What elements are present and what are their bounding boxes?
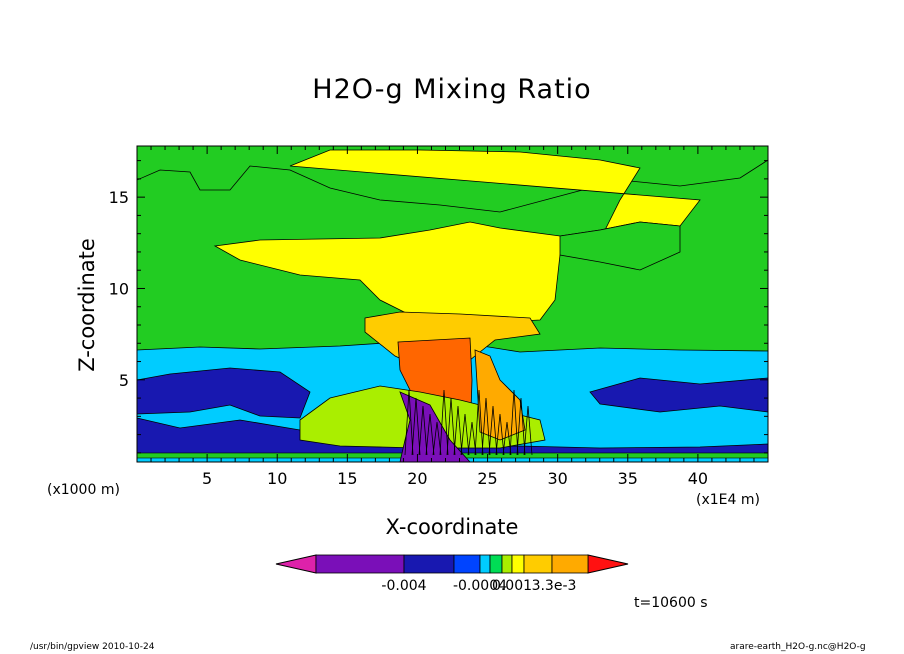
contour-line xyxy=(481,397,491,456)
colorbar-tick-label: -0.0004 xyxy=(453,578,507,594)
x-tick-label: 10 xyxy=(267,469,287,488)
contour-line xyxy=(474,389,484,456)
colorbar-segment xyxy=(501,554,513,574)
x-tick-label: 30 xyxy=(547,469,567,488)
colorbar-segment xyxy=(489,554,503,574)
x-axis-unit-label: (x1000 m) xyxy=(47,482,120,498)
contour-line xyxy=(467,421,477,456)
contour-line xyxy=(495,413,505,456)
colorbar-high-arrow xyxy=(587,554,629,574)
y-tick-label: 10 xyxy=(109,279,129,298)
contour-line xyxy=(439,389,449,456)
colorbar-tick-label: -0.004 xyxy=(381,578,426,594)
y-tick-label: 5 xyxy=(119,371,129,390)
colorbar-low-arrow xyxy=(275,554,317,574)
contour-band-navy-left xyxy=(137,367,311,419)
colorbar-tick-label: 0.001 xyxy=(492,578,532,594)
colorbar-segment xyxy=(511,554,525,574)
contour-line xyxy=(516,397,526,456)
colorbar-segment xyxy=(523,554,553,574)
contour-line xyxy=(488,405,498,456)
y-axis: 5 10 15 xyxy=(109,160,768,454)
x-axis-unit-label-secondary: (x1E4 m) xyxy=(696,492,760,508)
x-tick-label: 25 xyxy=(477,469,497,488)
x-tick-label: 15 xyxy=(337,469,357,488)
chart-title: H2O-g Mixing Ratio xyxy=(312,74,592,105)
contour-line xyxy=(502,421,512,456)
contour-band-navy-right xyxy=(589,377,768,413)
contour-line xyxy=(418,405,428,456)
contour-line xyxy=(523,405,533,456)
contour-band-navy-low xyxy=(137,417,768,456)
contour-field xyxy=(137,146,768,462)
contour-line xyxy=(425,413,435,456)
colorbar-segment xyxy=(315,554,405,574)
contour-line xyxy=(446,397,456,456)
time-label: t=10600 s xyxy=(634,595,708,611)
colorbar-segment xyxy=(479,554,491,574)
x-tick-label: 20 xyxy=(407,469,427,488)
footer-source-file: arare-earth_H2O-g.nc@H2O-g xyxy=(730,642,866,652)
x-tick-label: 35 xyxy=(618,469,638,488)
colorbar-segment xyxy=(453,554,481,574)
contour-line xyxy=(453,405,463,456)
x-axis: 5 10 15 20 25 30 35 40 xyxy=(150,146,755,488)
x-tick-label: 40 xyxy=(688,469,708,488)
x-axis-label: X-coordinate xyxy=(385,515,519,539)
colorbar-segment xyxy=(403,554,455,574)
y-tick-label: 15 xyxy=(109,188,129,207)
contour-band-purple-cloud xyxy=(399,391,471,462)
footer-program-date: /usr/bin/gpview 2010-10-24 xyxy=(30,642,155,652)
contour-line xyxy=(509,389,519,456)
contour-line xyxy=(411,397,421,456)
contour-band-green-mid xyxy=(559,221,681,271)
plot-frame xyxy=(136,145,769,463)
colorbar-tick-label: 3.3e-3 xyxy=(532,578,577,594)
x-tick-label: 5 xyxy=(202,469,212,488)
colorbar-segment xyxy=(551,554,589,574)
contour-line xyxy=(460,413,470,456)
contour-line xyxy=(404,389,414,456)
contour-line xyxy=(432,421,442,456)
